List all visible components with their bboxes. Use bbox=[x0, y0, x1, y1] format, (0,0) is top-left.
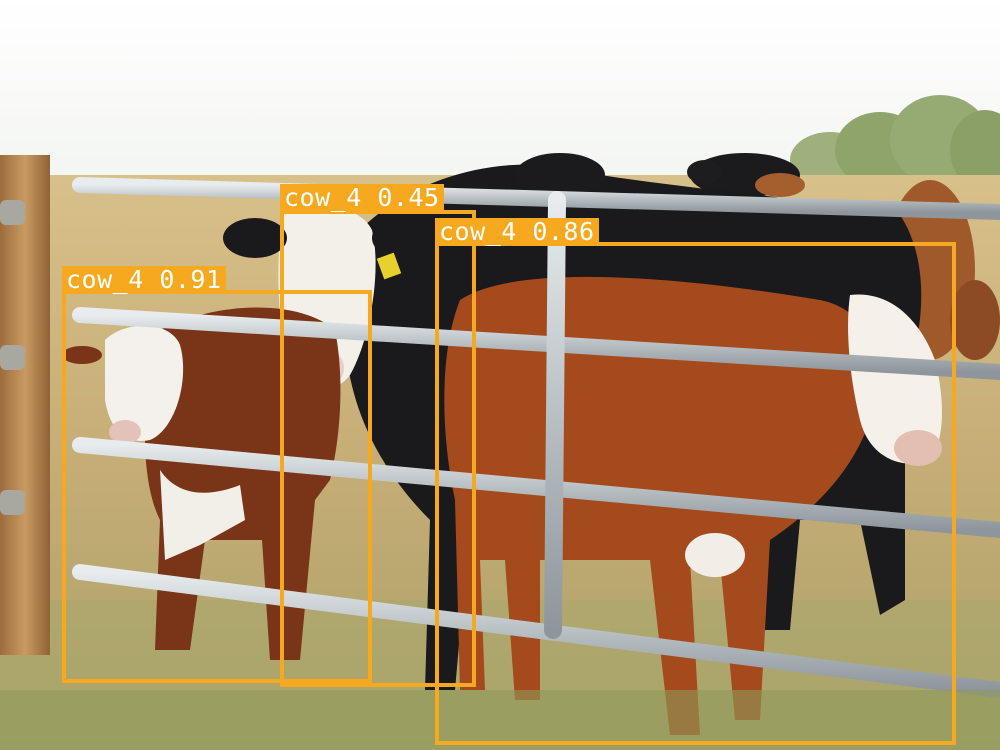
detection-label-2: cow_4 0.45 bbox=[280, 184, 444, 211]
detection-class-2: cow_4 bbox=[284, 183, 362, 212]
metal-gate bbox=[72, 177, 1000, 698]
hereford-cow-left bbox=[62, 307, 341, 660]
detection-score-2: 0.45 bbox=[377, 183, 440, 212]
wooden-post bbox=[0, 155, 50, 655]
grass bbox=[0, 690, 1000, 750]
detection-class-1: cow_4 bbox=[66, 265, 144, 294]
detection-label-3: cow_4 0.86 bbox=[435, 218, 599, 245]
detection-label-1: cow_4 0.91 bbox=[62, 266, 226, 293]
detection-box-3 bbox=[435, 242, 956, 745]
detection-class-3: cow_4 bbox=[439, 217, 517, 246]
detection-score-3: 0.86 bbox=[532, 217, 595, 246]
detection-score-1: 0.91 bbox=[159, 265, 222, 294]
detection-box-2 bbox=[280, 210, 476, 687]
trees bbox=[790, 95, 1000, 190]
